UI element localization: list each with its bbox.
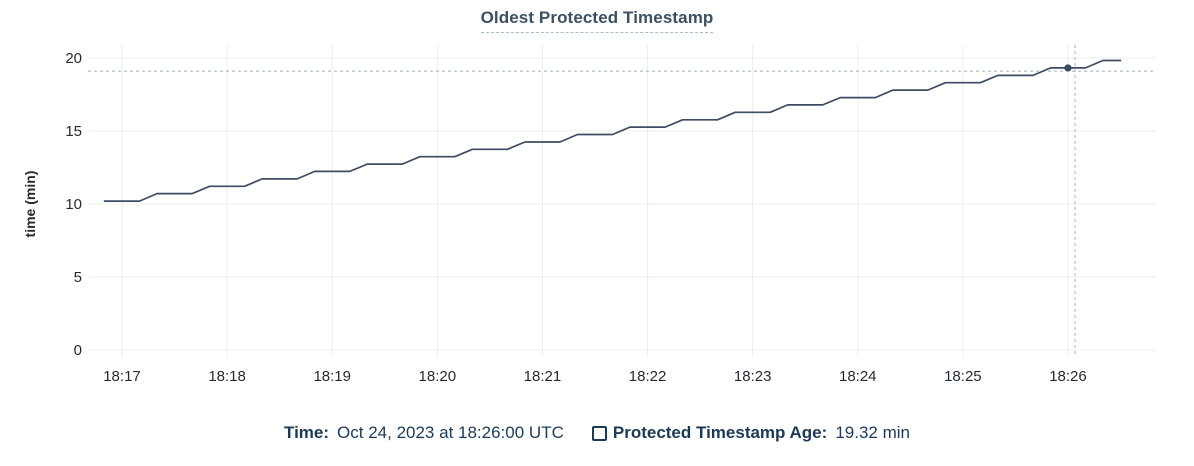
legend-series-label: Protected Timestamp Age: [612,423,828,442]
x-tick-label: 18:17 [103,368,141,385]
legend-series-group: Protected Timestamp Age: 19.32 min [591,423,910,443]
chart-title: Oldest Protected Timestamp [480,8,714,33]
hover-dot [1064,64,1072,72]
x-tick-label: 18:20 [419,368,457,385]
legend-time-group: Time: Oct 24, 2023 at 18:26:00 UTC [284,423,564,443]
x-tick-label: 18:23 [734,368,772,385]
x-tick-label: 18:26 [1049,368,1087,385]
legend-time-label: Time: [284,423,330,442]
hover-legend: Time: Oct 24, 2023 at 18:26:00 UTC Prote… [0,423,1194,443]
y-tick-label: 5 [74,269,82,286]
y-tick-label: 15 [65,123,82,140]
x-tick-label: 18:25 [944,368,982,385]
x-tick-label: 18:22 [629,368,667,385]
y-tick-label: 20 [65,50,82,67]
title-row: Oldest Protected Timestamp [0,8,1194,33]
legend-series-value: 19.32 min [835,423,910,442]
x-tick-label: 18:18 [208,368,246,385]
x-tick-label: 18:19 [313,368,351,385]
series-checkbox-icon[interactable] [591,425,607,441]
y-tick-label: 0 [74,342,82,359]
legend-time-value: Oct 24, 2023 at 18:26:00 UTC [337,423,564,442]
plot-area[interactable]: 18:17 18:18 18:19 18:20 18:21 18:22 18:23 18:24… [0,0,1194,400]
x-tick-label: 18:21 [524,368,562,385]
y-tick-label: 10 [65,196,82,213]
x-tick-label: 18:24 [839,368,877,385]
series-line [103,59,1122,202]
